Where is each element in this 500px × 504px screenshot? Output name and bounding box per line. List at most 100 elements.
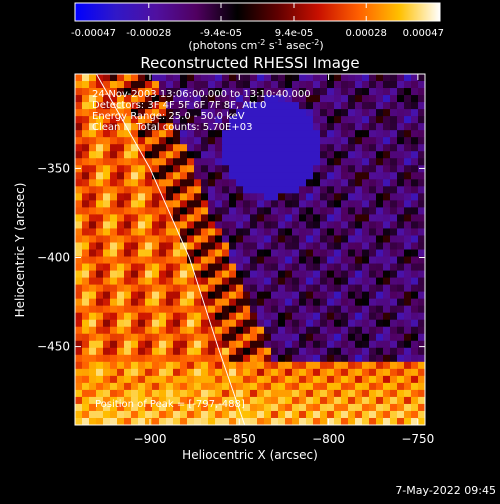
heatmap-cell bbox=[250, 410, 258, 419]
heatmap-cell bbox=[285, 249, 293, 258]
heatmap-cell bbox=[194, 291, 202, 300]
heatmap-cell bbox=[383, 270, 391, 279]
heatmap-cell bbox=[341, 284, 349, 293]
heatmap-cell bbox=[390, 95, 398, 103]
heatmap-cell bbox=[264, 263, 272, 272]
heatmap-cell bbox=[82, 347, 90, 356]
heatmap-cell bbox=[117, 305, 125, 314]
heatmap-cell bbox=[285, 95, 293, 103]
heatmap-cell bbox=[152, 116, 160, 124]
heatmap-cell bbox=[299, 130, 307, 138]
heatmap-cell bbox=[173, 88, 181, 96]
heatmap-cell bbox=[201, 389, 209, 398]
heatmap-cell bbox=[355, 389, 363, 398]
heatmap-cell bbox=[348, 368, 356, 377]
heatmap-cell bbox=[145, 326, 153, 335]
heatmap-cell bbox=[208, 333, 216, 342]
heatmap-cell bbox=[173, 368, 181, 377]
heatmap-cell bbox=[285, 361, 293, 370]
heatmap-cell bbox=[418, 81, 425, 89]
heatmap-cell bbox=[75, 144, 83, 152]
heatmap-cell bbox=[222, 333, 230, 342]
heatmap-cell bbox=[201, 235, 209, 244]
heatmap-cell bbox=[299, 235, 307, 244]
heatmap-cell bbox=[411, 130, 419, 138]
heatmap-cell bbox=[411, 347, 419, 356]
heatmap-cell bbox=[89, 172, 97, 180]
heatmap-cell bbox=[411, 207, 419, 215]
heatmap-cell bbox=[166, 333, 174, 342]
heatmap-cell bbox=[152, 165, 160, 173]
heatmap-cell bbox=[250, 81, 258, 89]
heatmap-cell bbox=[292, 151, 300, 159]
heatmap-cell bbox=[117, 256, 125, 265]
heatmap-cell bbox=[404, 361, 412, 370]
heatmap-cell bbox=[404, 207, 412, 215]
heatmap-cell bbox=[376, 81, 384, 89]
heatmap-cell bbox=[194, 144, 202, 152]
heatmap-cell bbox=[292, 417, 300, 425]
heatmap-cell bbox=[355, 151, 363, 159]
heatmap-cell bbox=[313, 109, 321, 117]
heatmap-cell bbox=[369, 270, 377, 279]
heatmap-cell bbox=[201, 193, 209, 201]
heatmap-cell bbox=[152, 214, 160, 223]
heatmap-cell bbox=[306, 200, 314, 208]
heatmap-cell bbox=[278, 102, 286, 110]
heatmap-cell bbox=[313, 410, 321, 419]
heatmap-cell bbox=[145, 410, 153, 419]
heatmap-cell bbox=[299, 179, 307, 187]
heatmap-cell bbox=[306, 235, 314, 244]
heatmap-cell bbox=[341, 333, 349, 342]
heatmap-cell bbox=[411, 361, 419, 370]
heatmap-cell bbox=[292, 326, 300, 335]
heatmap-cell bbox=[348, 179, 356, 187]
heatmap-cell bbox=[397, 242, 405, 251]
colorbar-tick-label: 0.00047 bbox=[403, 28, 444, 39]
heatmap-cell bbox=[257, 221, 265, 230]
heatmap-cell bbox=[264, 214, 272, 223]
heatmap-cell bbox=[341, 270, 349, 279]
heatmap-cell bbox=[327, 333, 335, 342]
heatmap-cell bbox=[327, 207, 335, 215]
heatmap-cell bbox=[404, 340, 412, 349]
heatmap-cell bbox=[222, 186, 230, 194]
heatmap-cell bbox=[208, 130, 216, 138]
heatmap-cell bbox=[75, 74, 83, 82]
heatmap-cell bbox=[327, 221, 335, 230]
heatmap-cell bbox=[159, 221, 167, 230]
heatmap-cell bbox=[222, 291, 230, 300]
heatmap-cell bbox=[131, 81, 139, 89]
heatmap-cell bbox=[145, 333, 153, 342]
heatmap-cell bbox=[187, 403, 195, 412]
heatmap-cell bbox=[103, 81, 111, 89]
heatmap-cell bbox=[411, 137, 419, 145]
heatmap-cell bbox=[313, 368, 321, 377]
heatmap-cell bbox=[166, 249, 174, 258]
heatmap-cell bbox=[222, 277, 230, 286]
heatmap-cell bbox=[362, 221, 370, 230]
heatmap-cell bbox=[222, 116, 230, 124]
heatmap-cell bbox=[376, 410, 384, 419]
heatmap-cell bbox=[243, 389, 251, 398]
heatmap-cell bbox=[124, 403, 132, 412]
heatmap-cell bbox=[313, 291, 321, 300]
heatmap-cell bbox=[131, 403, 139, 412]
heatmap-cell bbox=[166, 130, 174, 138]
heatmap-cell bbox=[229, 270, 237, 279]
heatmap-cell bbox=[264, 319, 272, 328]
heatmap-cell bbox=[229, 417, 237, 425]
heatmap-cell bbox=[411, 74, 419, 82]
heatmap-cell bbox=[278, 284, 286, 293]
heatmap-cell bbox=[264, 375, 272, 384]
heatmap-cell bbox=[313, 396, 321, 405]
heatmap-cell bbox=[103, 417, 111, 425]
heatmap-cell bbox=[103, 368, 111, 377]
heatmap-cell bbox=[187, 186, 195, 194]
heatmap-cell bbox=[390, 284, 398, 293]
heatmap-cell bbox=[236, 298, 244, 307]
heatmap-cell bbox=[166, 214, 174, 223]
heatmap-cell bbox=[215, 347, 223, 356]
heatmap-cell bbox=[285, 368, 293, 377]
heatmap-cell bbox=[152, 389, 160, 398]
